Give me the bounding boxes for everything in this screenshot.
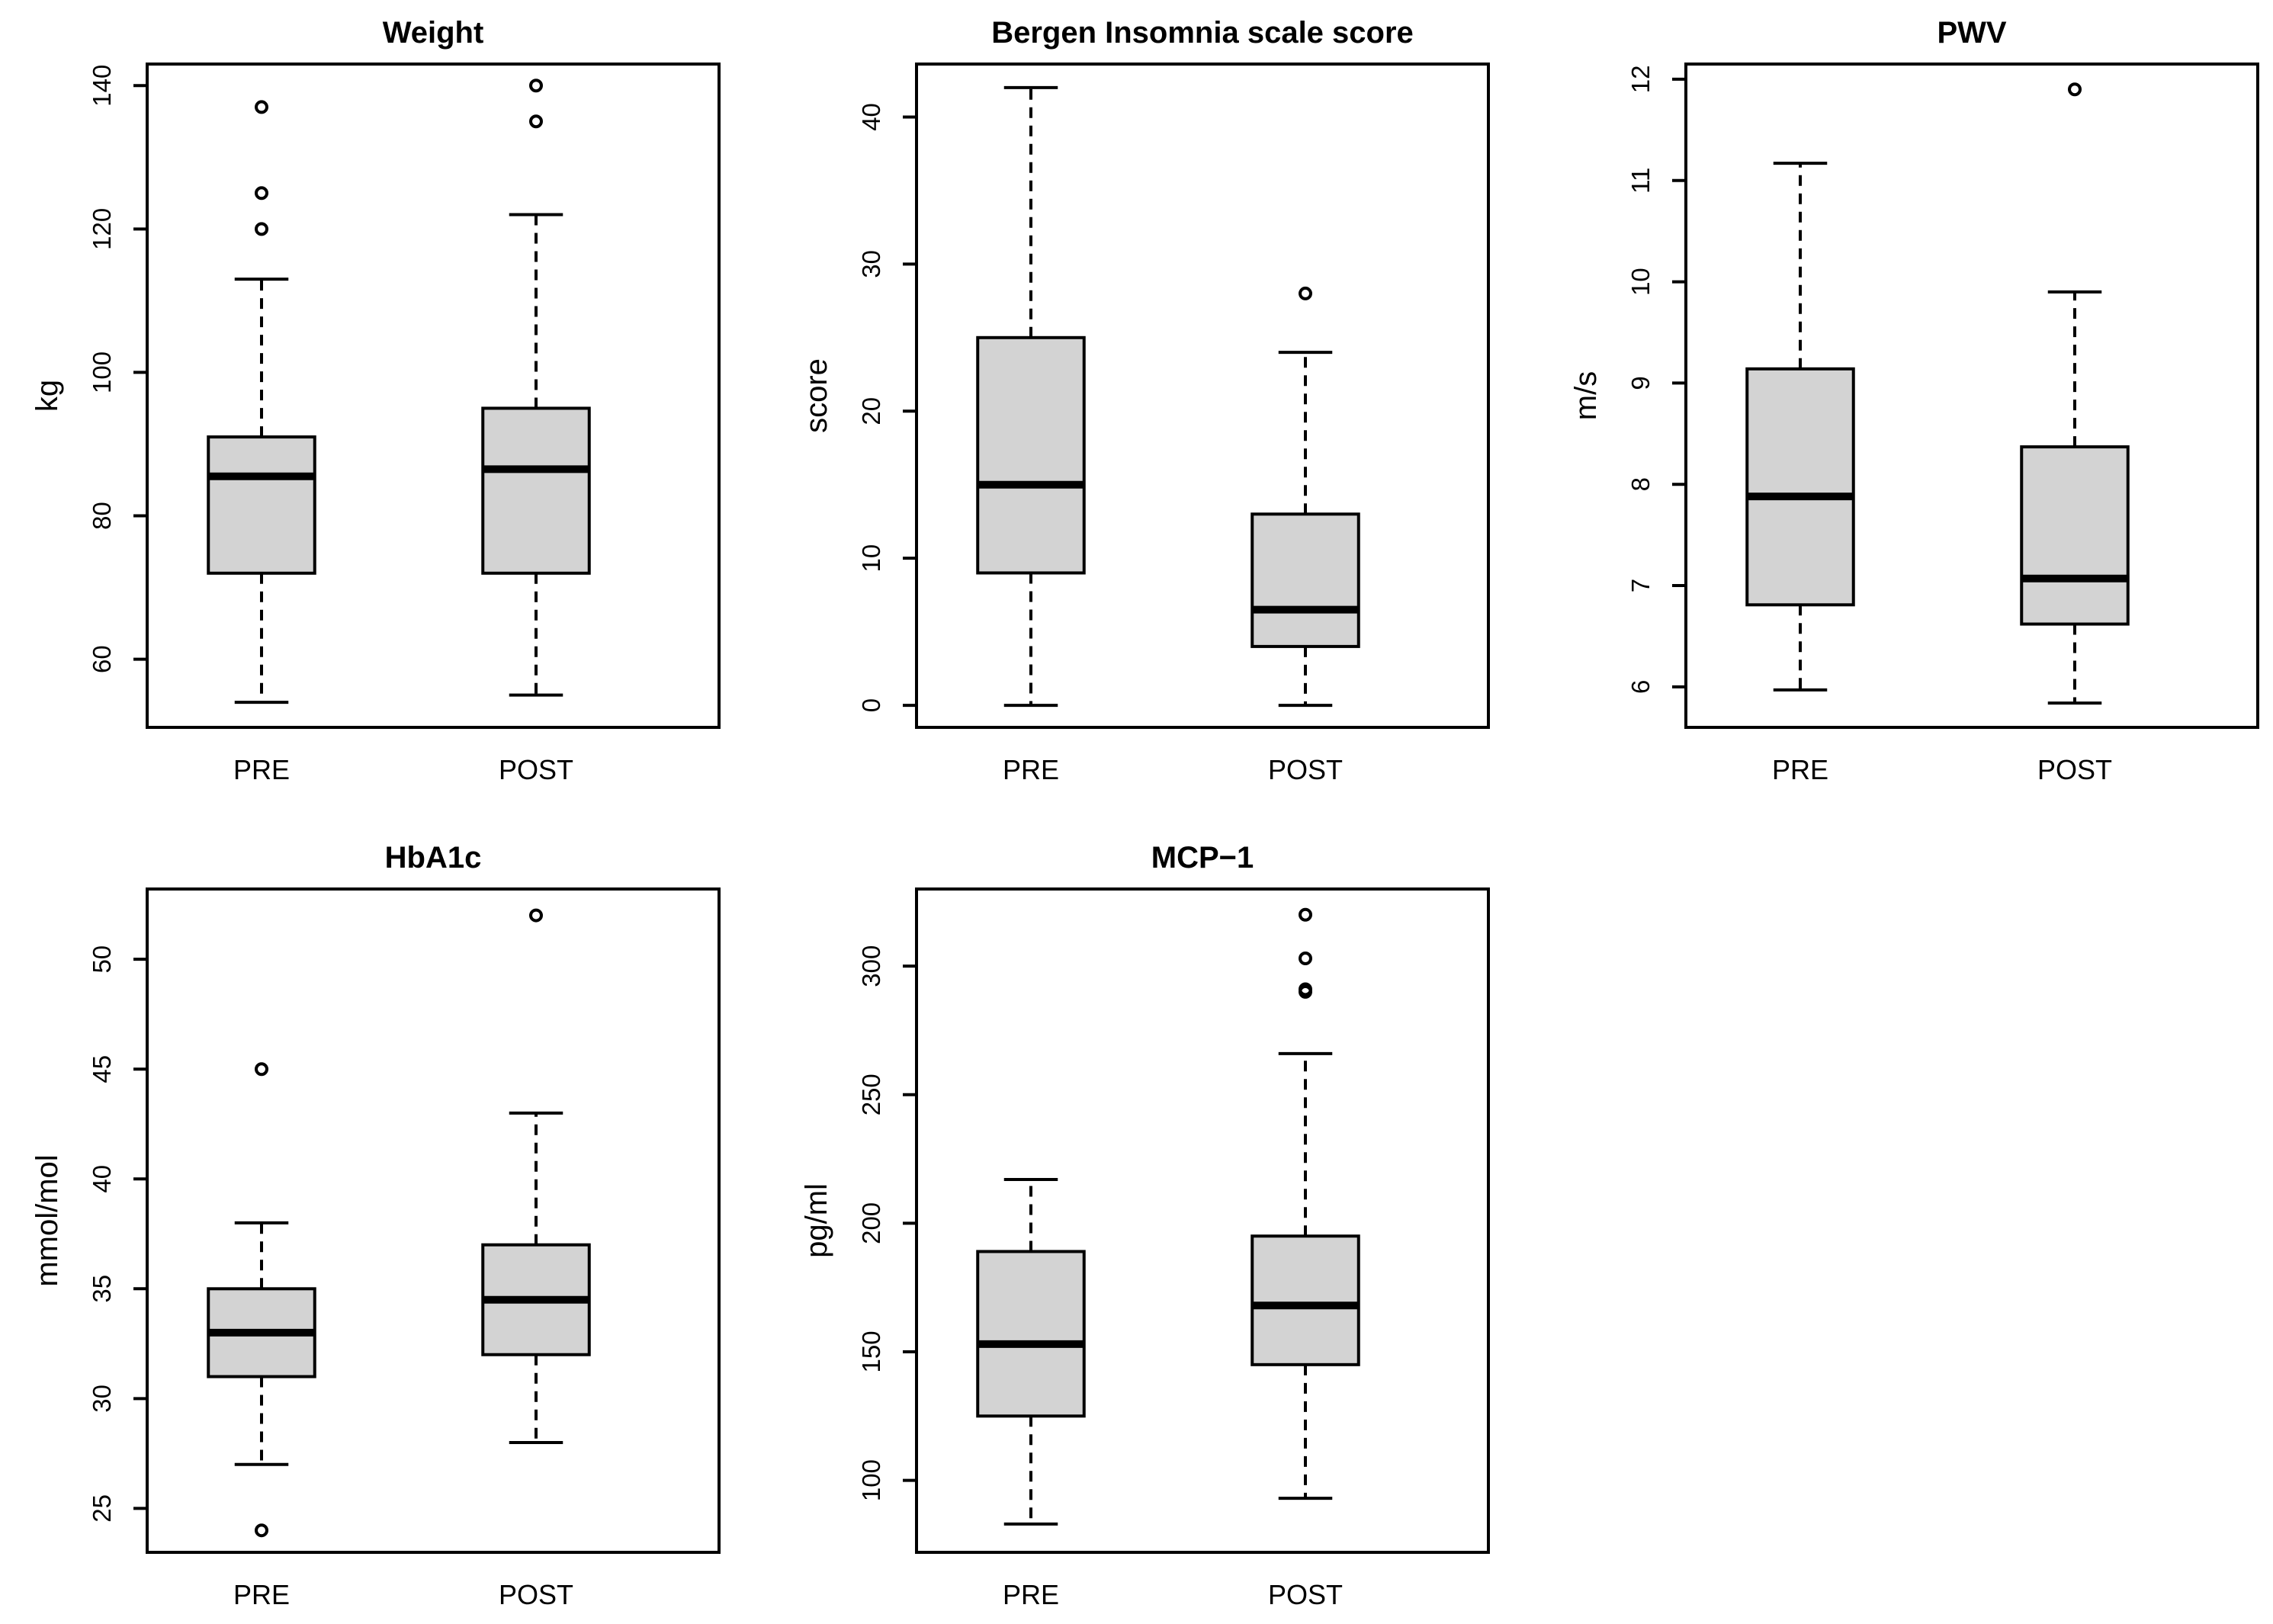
category-label-post: POST — [2037, 754, 2112, 785]
plot-frame — [146, 63, 721, 729]
category-label-pre: PRE — [233, 1579, 290, 1610]
y-axis-title: kg — [30, 380, 64, 412]
outlier-point — [1299, 907, 1312, 922]
category-label-pre: PRE — [1003, 1579, 1059, 1610]
y-tick-label: 120 — [88, 208, 116, 250]
outlier-point — [1299, 952, 1312, 966]
panel-title: HbA1c — [385, 841, 482, 875]
panel-title: Bergen Insomnia scale score — [991, 16, 1414, 50]
y-tick-label: 9 — [1626, 376, 1655, 390]
iqr-box — [1745, 367, 1855, 607]
box-pre — [207, 100, 316, 704]
y-tick-label: 6 — [1626, 680, 1655, 694]
y-tick-label: 30 — [88, 1385, 116, 1413]
y-tick-label: 140 — [88, 65, 116, 107]
y-tick-label: 80 — [88, 502, 116, 530]
y-tick-label: 40 — [88, 1165, 116, 1193]
outlier-point — [2068, 82, 2082, 97]
outlier-point — [529, 79, 543, 93]
category-label-pre: PRE — [1003, 754, 1059, 785]
y-tick-label: 40 — [857, 103, 885, 131]
y-tick-label: 20 — [857, 397, 885, 425]
outlier-point — [1299, 286, 1312, 300]
y-tick-label: 11 — [1626, 168, 1655, 194]
y-tick-label: 60 — [88, 645, 116, 673]
outlier-point — [255, 222, 268, 236]
y-tick-label: 50 — [88, 945, 116, 974]
y-axis-title: m/s — [1569, 371, 1603, 420]
y-tick-label: 100 — [857, 1459, 885, 1501]
y-tick-label: 100 — [88, 351, 116, 393]
y-axis-title: score — [800, 358, 833, 433]
y-axis-title: pg/ml — [800, 1183, 833, 1258]
y-tick-label: 250 — [857, 1074, 885, 1115]
category-label-post: POST — [499, 754, 573, 785]
y-tick-label: 150 — [857, 1330, 885, 1372]
iqr-box — [481, 406, 591, 575]
panel-mcp1: MCP−1 PRE POST 100 150 200 250 300 pg/ml — [800, 841, 1490, 1610]
y-tick-label: 45 — [88, 1055, 116, 1083]
category-label-pre: PRE — [1772, 754, 1828, 785]
panel-pwv: PWV PRE POST 6 7 8 9 10 11 12 m/s — [1569, 16, 2259, 785]
y-tick-label: 8 — [1626, 477, 1655, 491]
category-label-pre: PRE — [233, 754, 290, 785]
category-label-post: POST — [1268, 754, 1343, 785]
y-tick-label: 12 — [1626, 66, 1655, 94]
outlier-point — [529, 114, 543, 129]
outlier-point — [255, 100, 268, 114]
iqr-box — [2020, 445, 2130, 626]
y-tick-label: 0 — [857, 698, 885, 712]
box-post — [1250, 286, 1360, 708]
panel-title: PWV — [1937, 16, 2006, 50]
box-pre — [207, 1062, 316, 1538]
panel-title: Weight — [383, 16, 484, 50]
plot-frame — [146, 887, 721, 1554]
box-pre — [1745, 162, 1855, 692]
panel-hba1c: HbA1c PRE POST 25 30 35 40 45 50 mmol/mol — [30, 841, 721, 1610]
iqr-box — [207, 435, 316, 575]
category-label-post: POST — [1268, 1579, 1343, 1610]
outlier-point — [255, 186, 268, 201]
plot-frame — [915, 887, 1490, 1554]
y-tick-label: 200 — [857, 1202, 885, 1244]
box-post — [2020, 82, 2130, 705]
y-tick-label: 10 — [857, 544, 885, 573]
panel-title: MCP−1 — [1151, 841, 1254, 875]
outlier-point — [529, 908, 543, 923]
y-tick-label: 30 — [857, 250, 885, 278]
iqr-box — [1250, 512, 1360, 648]
panel-weight: Weight PRE POST 60 80 100 120 140 kg — [30, 16, 721, 785]
box-pre — [976, 1178, 1086, 1526]
box-pre — [976, 85, 1086, 708]
y-tick-label: 7 — [1626, 579, 1655, 592]
outlier-point — [1299, 982, 1312, 997]
y-axis-title: mmol/mol — [30, 1154, 64, 1286]
y-tick-label: 10 — [1626, 268, 1655, 296]
plot-frame — [915, 63, 1490, 729]
iqr-box — [1250, 1234, 1360, 1366]
outlier-point — [255, 1523, 268, 1538]
outlier-point — [255, 1062, 268, 1077]
iqr-box — [976, 1250, 1086, 1418]
box-post — [481, 79, 591, 697]
iqr-box — [976, 335, 1086, 575]
plot-frame — [1684, 63, 2259, 729]
y-tick-label: 300 — [857, 945, 885, 987]
panel-bergen: Bergen Insomnia scale score PRE POST 0 10 20 3… — [800, 16, 1490, 785]
y-tick-label: 35 — [88, 1275, 116, 1303]
box-post — [1250, 907, 1360, 1500]
y-tick-label: 25 — [88, 1494, 116, 1523]
category-label-post: POST — [499, 1579, 573, 1610]
box-post — [481, 908, 591, 1444]
